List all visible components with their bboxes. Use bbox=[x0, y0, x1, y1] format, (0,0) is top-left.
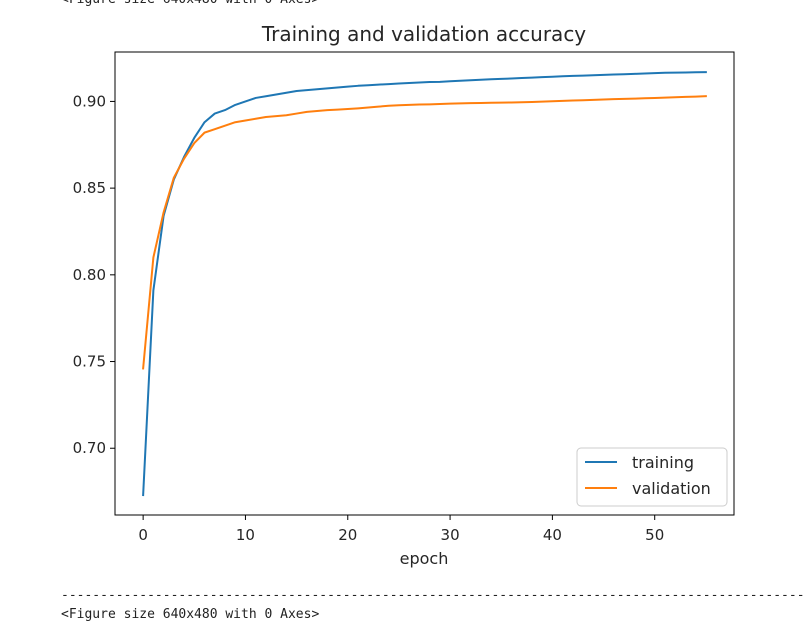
accuracy-chart: Training and validation accuracy 0 10 20 30… bbox=[73, 22, 735, 568]
x-tick-label: 40 bbox=[543, 526, 562, 544]
legend: training validation bbox=[576, 447, 728, 507]
y-tick-label: 0.70 bbox=[73, 439, 106, 457]
x-axis-label: epoch bbox=[400, 549, 449, 568]
y-tick-label: 0.85 bbox=[73, 179, 106, 197]
y-tick-label: 0.75 bbox=[73, 353, 106, 371]
legend-label-validation: validation bbox=[632, 479, 711, 498]
y-axis: 0.70 0.75 0.80 0.85 0.90 bbox=[73, 92, 115, 457]
x-tick-label: 50 bbox=[645, 526, 664, 544]
series-layer bbox=[142, 71, 707, 497]
y-tick-label: 0.90 bbox=[73, 92, 106, 110]
series-line-validation bbox=[142, 95, 707, 370]
chart-title: Training and validation accuracy bbox=[261, 22, 586, 46]
y-tick-label: 0.80 bbox=[73, 266, 106, 284]
x-tick-label: 20 bbox=[338, 526, 357, 544]
plot-frame bbox=[114, 51, 735, 516]
legend-label-training: training bbox=[632, 453, 694, 472]
figure-output-text: <Figure size 640x480 with 0 Axes> bbox=[61, 607, 320, 622]
x-tick-label: 10 bbox=[236, 526, 255, 544]
x-tick-label: 30 bbox=[441, 526, 460, 544]
x-axis: 0 10 20 30 40 50 bbox=[138, 515, 664, 544]
output-separator: ----------------------------------------… bbox=[61, 588, 803, 603]
x-tick-label: 0 bbox=[138, 526, 148, 544]
figure-output-text: <Figure size 640x480 with 0 Axes> bbox=[61, 0, 319, 8]
series-line-training bbox=[142, 71, 707, 497]
